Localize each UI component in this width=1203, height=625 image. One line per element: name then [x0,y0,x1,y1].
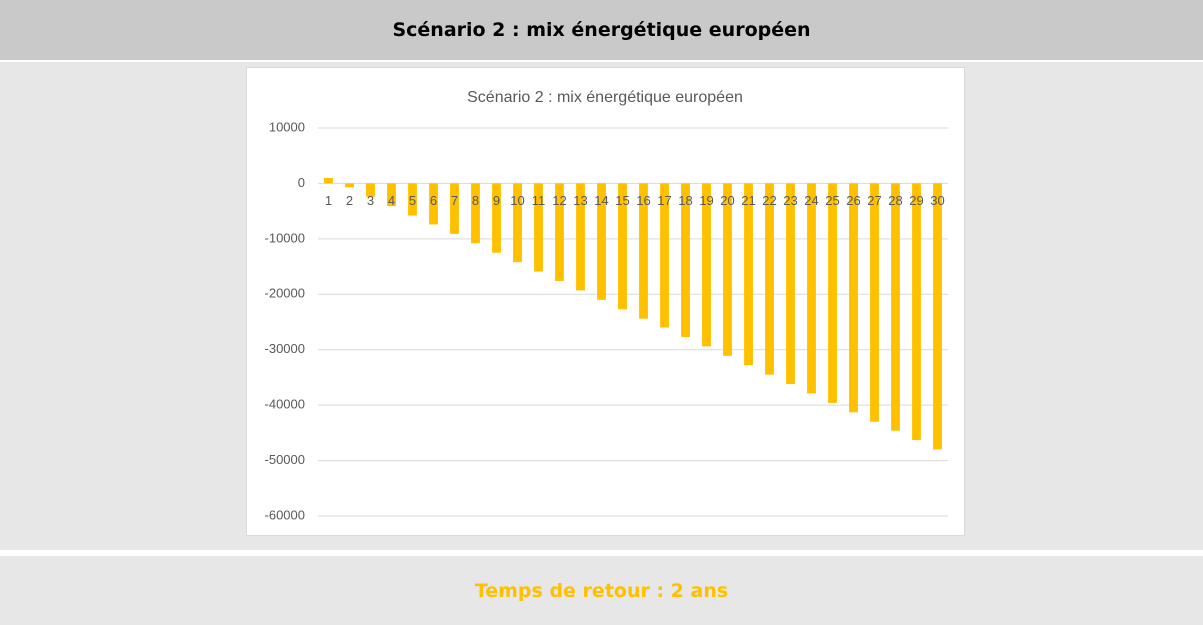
x-tick-label: 7 [451,193,458,208]
bar [471,183,480,244]
y-tick-label: 10000 [269,119,305,134]
x-tick-label: 17 [657,193,671,208]
x-tick-label: 25 [825,193,839,208]
x-tick-label: 8 [472,193,479,208]
bar [849,183,858,413]
y-tick-label: -20000 [265,286,305,301]
bar [702,183,711,347]
bar [408,183,417,216]
y-tick-label: -40000 [265,397,305,412]
x-tick-label: 29 [909,193,923,208]
bar [786,183,795,385]
bar [660,183,669,328]
bar [807,183,816,394]
x-tick-label: 21 [741,193,755,208]
y-tick-label: -50000 [265,452,305,467]
x-tick-label: 30 [930,193,944,208]
bar [828,183,837,403]
x-tick-label: 11 [532,193,546,208]
bar [492,183,501,253]
x-tick-label: 26 [846,193,860,208]
bar [597,183,606,300]
x-tick-label: 22 [762,193,776,208]
bar [555,183,564,281]
footer-text: Temps de retour : 2 ans [0,556,1203,625]
x-tick-label: 9 [493,193,500,208]
chart-border [246,67,965,536]
bar [723,183,732,356]
x-tick-label: 18 [678,193,692,208]
bar [765,183,774,375]
x-tick-label: 1 [325,193,332,208]
bar [744,183,753,366]
x-tick-label: 28 [888,193,902,208]
x-tick-label: 20 [720,193,734,208]
bar [513,183,522,263]
chart-title: Scénario 2 : mix énergétique européen [467,89,743,106]
x-tick-label: 4 [388,193,395,208]
x-tick-label: 13 [573,193,587,208]
bar [366,183,375,197]
bar [387,183,396,207]
y-tick-label: -10000 [265,230,305,245]
x-tick-label: 24 [804,193,818,208]
x-tick-label: 5 [409,193,416,208]
x-tick-label: 2 [346,193,353,208]
bar [912,183,921,441]
x-tick-label: 16 [636,193,650,208]
bar [618,183,627,310]
x-tick-label: 19 [699,193,713,208]
y-tick-label: 0 [298,175,305,190]
chart: Scénario 2 : mix énergétique européen 10… [246,67,965,536]
x-tick-label: 6 [430,193,437,208]
x-tick-label: 14 [594,193,608,208]
x-tick-label: 3 [367,193,374,208]
x-tick-label: 15 [615,193,629,208]
bar [450,183,459,234]
y-tick-label: -60000 [265,507,305,522]
bar [576,183,585,291]
x-tick-label: 10 [510,193,524,208]
bar [639,183,648,319]
x-tick-label: 12 [552,193,566,208]
bar [534,183,543,272]
x-tick-label: 27 [867,193,881,208]
bar [345,183,354,188]
x-tick-label: 23 [783,193,797,208]
bar [891,183,900,431]
bar [933,183,942,450]
bar [429,183,438,225]
bar [324,177,333,184]
header-title: Scénario 2 : mix énergétique européen [0,0,1203,60]
y-tick-label: -30000 [265,341,305,356]
bar [870,183,879,422]
bar [681,183,690,337]
